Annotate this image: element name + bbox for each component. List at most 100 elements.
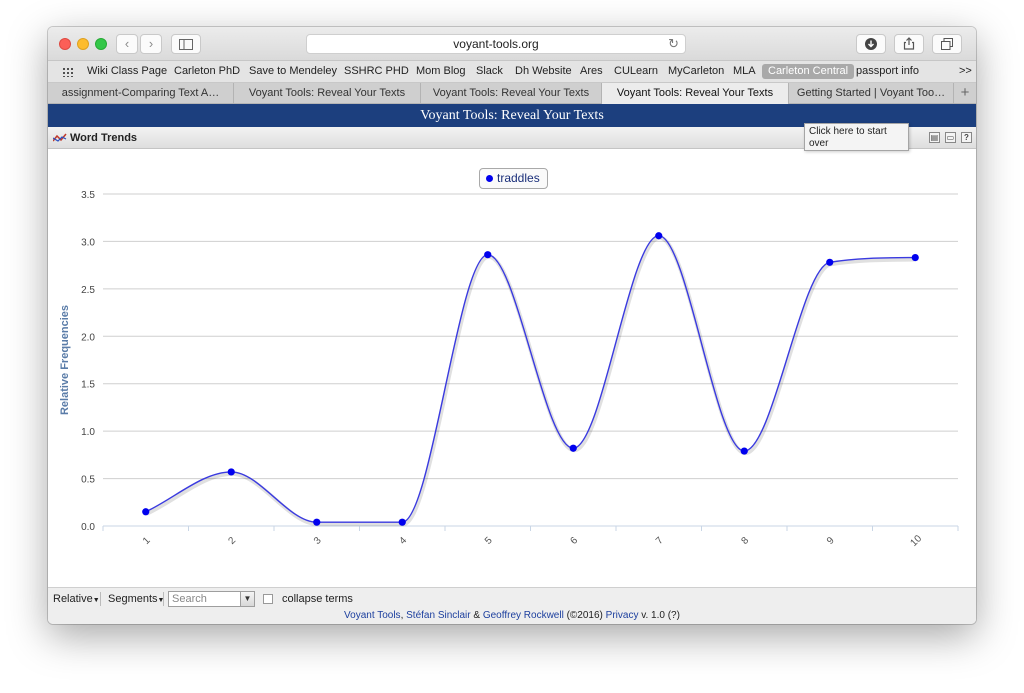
panel-tools: ▤ ▭ ? xyxy=(927,132,972,154)
x-tick-label: 5 xyxy=(483,535,495,547)
y-axis-label: Relative Frequencies xyxy=(59,305,71,415)
data-point xyxy=(655,232,663,240)
y-tick-label: 1.0 xyxy=(81,427,95,438)
x-tick-label: 3 xyxy=(312,535,324,547)
chart-legend[interactable]: traddles xyxy=(479,168,548,189)
collapse-terms-checkbox[interactable] xyxy=(263,594,273,604)
legend-dot-icon xyxy=(486,175,493,182)
reload-icon[interactable]: ↻ xyxy=(668,36,679,51)
tab-assignment[interactable]: assignment-Comparing Text A… xyxy=(48,83,234,104)
word-trends-header: Word Trends ▤ ▭ ? xyxy=(48,127,976,149)
search-dropdown-button[interactable]: ▼ xyxy=(240,591,255,607)
page-title[interactable]: Voyant Tools: Reveal Your Texts xyxy=(48,104,976,127)
footer-comma: , xyxy=(400,610,407,621)
tab-voyant-1[interactable]: Voyant Tools: Reveal Your Texts xyxy=(234,83,421,104)
share-icon xyxy=(903,37,915,50)
bookmark-mla[interactable]: MLA xyxy=(733,65,756,77)
grid-icon[interactable] xyxy=(62,67,74,77)
download-icon xyxy=(865,38,877,50)
more-bookmarks-button[interactable]: >> xyxy=(959,65,972,77)
y-tick-label: 1.5 xyxy=(81,380,95,391)
rockwell-link[interactable]: Geoffrey Rockwell xyxy=(482,610,564,621)
search-input[interactable]: Search xyxy=(168,591,254,607)
bookmark-passport-info[interactable]: passport info xyxy=(856,65,919,77)
segments-menu[interactable]: Segments▼ xyxy=(108,593,164,605)
data-point xyxy=(911,253,919,262)
data-point xyxy=(227,468,235,476)
bookmark-save-to-mendeley[interactable]: Save to Mendeley xyxy=(249,65,338,77)
word-trends-chart: 0.0 0.5 1.0 1.5 2.0 2.5 3.0 3.5 1 2 3 4 5 6 7 8 9 10 Relat… xyxy=(59,190,959,549)
x-tick-label: 10 xyxy=(908,533,924,549)
x-tick-label: 9 xyxy=(825,535,837,547)
share-button[interactable] xyxy=(894,34,924,54)
footer-version: v. 1.0 (?) xyxy=(638,610,680,621)
y-tick-label: 3.5 xyxy=(81,190,95,201)
privacy-link[interactable]: Privacy xyxy=(605,610,639,621)
voyant-tools-link[interactable]: Voyant Tools xyxy=(344,610,401,621)
sidebar-toggle-button[interactable] xyxy=(171,34,201,54)
y-tick-label: 2.5 xyxy=(81,285,95,296)
bookmarks-bar: Wiki Class Page Carleton PhD Save to Men… xyxy=(48,61,976,83)
new-tab-button[interactable]: + xyxy=(954,83,976,104)
tab-bar: assignment-Comparing Text A… Voyant Tool… xyxy=(48,83,976,104)
bookmark-dh-website[interactable]: Dh Website xyxy=(515,65,572,77)
plus-icon: + xyxy=(960,84,970,101)
y-tick-label: 2.0 xyxy=(81,332,95,343)
bookmark-mycarleton[interactable]: MyCarleton xyxy=(668,65,725,77)
tab-voyant-active[interactable]: Voyant Tools: Reveal Your Texts xyxy=(602,83,789,104)
caret-down-icon: ▼ xyxy=(92,597,100,604)
caret-down-icon: ▼ xyxy=(157,597,165,604)
x-tick-label: 2 xyxy=(226,535,238,547)
forward-button[interactable]: › xyxy=(140,34,162,54)
collapse-terms-label: collapse terms xyxy=(282,593,353,605)
downloads-button[interactable] xyxy=(856,34,886,54)
legend-label: traddles xyxy=(497,171,540,185)
bookmark-carleton-central[interactable]: Carleton Central xyxy=(762,64,855,79)
y-tick-label: 3.0 xyxy=(81,237,95,248)
zoom-window-button[interactable] xyxy=(95,38,107,50)
relative-menu[interactable]: Relative▼ xyxy=(53,593,100,605)
x-tick-label: 8 xyxy=(739,535,751,547)
series-line-shadow xyxy=(145,235,917,527)
back-button[interactable]: ‹ xyxy=(116,34,138,54)
address-bar[interactable]: voyant-tools.org ↻ xyxy=(306,34,686,54)
bookmark-sshrc-phd[interactable]: SSHRC PHD xyxy=(344,65,409,77)
data-point xyxy=(398,518,406,526)
sinclair-link[interactable]: Stéfan Sinclair xyxy=(406,610,471,621)
start-over-tooltip: Click here to start over xyxy=(804,123,909,151)
chevron-right-icon: › xyxy=(148,36,154,51)
url-text: voyant-tools.org xyxy=(453,37,539,51)
browser-window: ‹ › voyant-tools.org ↻ xyxy=(48,27,976,624)
tabs-overview-button[interactable] xyxy=(932,34,962,54)
help-icon[interactable]: ? xyxy=(961,132,972,143)
bookmark-ares[interactable]: Ares xyxy=(580,65,603,77)
data-point xyxy=(569,444,577,452)
data-point xyxy=(484,251,492,259)
footer-amp: & xyxy=(470,610,483,621)
y-tick-label: 0.0 xyxy=(81,522,95,533)
bookmark-wiki-class-page[interactable]: Wiki Class Page xyxy=(87,65,168,77)
page-footer: Voyant Tools, Stéfan Sinclair & Geoffrey… xyxy=(48,609,976,624)
separator xyxy=(100,592,101,606)
chevron-down-icon: ▼ xyxy=(243,594,252,603)
bookmark-mom-blog[interactable]: Mom Blog xyxy=(416,65,466,77)
close-window-button[interactable] xyxy=(59,38,71,50)
x-tick-label: 6 xyxy=(568,535,580,547)
footer-year: (©2016) xyxy=(563,610,606,621)
segments-label: Segments xyxy=(108,593,158,605)
browser-toolbar: ‹ › voyant-tools.org ↻ xyxy=(48,27,976,61)
tab-getting-started[interactable]: Getting Started | Voyant Too… xyxy=(789,83,954,104)
chevron-left-icon: ‹ xyxy=(124,36,130,51)
save-icon[interactable]: ▤ xyxy=(928,132,940,143)
bookmark-slack[interactable]: Slack xyxy=(476,65,503,77)
tab-voyant-2[interactable]: Voyant Tools: Reveal Your Texts xyxy=(421,83,602,104)
y-tick-label: 0.5 xyxy=(81,475,95,486)
bookmark-carleton-phd[interactable]: Carleton PhD xyxy=(174,65,241,77)
bottom-toolbar: Relative▼ Segments▼ Search ▼ collapse te… xyxy=(48,587,976,609)
series-line-traddles xyxy=(145,235,916,523)
x-tick-label: 4 xyxy=(397,535,409,547)
tabs-icon xyxy=(941,38,953,50)
bookmark-culearn[interactable]: CULearn xyxy=(614,65,659,77)
minimize-window-button[interactable] xyxy=(77,38,89,50)
window-icon[interactable]: ▭ xyxy=(944,132,956,143)
